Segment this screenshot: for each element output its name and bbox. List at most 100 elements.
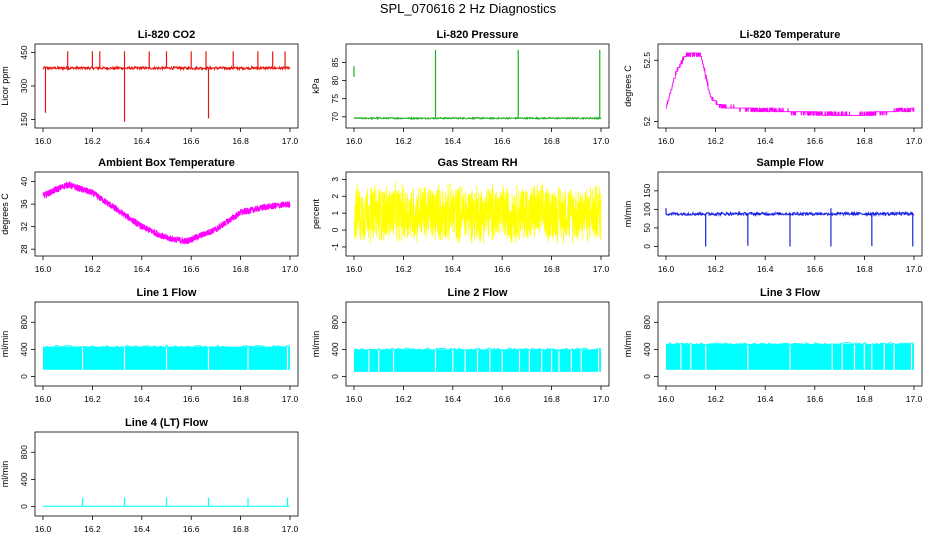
y-tick-label: 0: [19, 504, 29, 509]
x-tick-label: 16.4: [757, 136, 774, 146]
y-tick-label: 400: [642, 342, 652, 356]
x-tick-label: 16.8: [232, 136, 249, 146]
x-tick-label: 16.6: [494, 136, 511, 146]
x-tick-label: 16.0: [35, 136, 52, 146]
flow-top-edge: [353, 347, 602, 352]
y-tick-label: 100: [642, 202, 652, 216]
x-tick-label: 16.2: [84, 524, 101, 534]
x-tick-label: 16.6: [807, 264, 824, 274]
x-tick-label: 16.2: [707, 394, 724, 404]
y-tick-label: 40: [19, 177, 29, 187]
y-tick-label: 800: [642, 315, 652, 329]
series-temp: [666, 52, 915, 116]
y-axis-label: degrees C: [0, 193, 10, 235]
y-tick-label: 800: [330, 315, 340, 329]
x-tick-label: 16.4: [757, 394, 774, 404]
ambient-trace: [42, 181, 291, 245]
x-tick-label: 16.4: [134, 524, 151, 534]
rh-trace: [353, 181, 602, 245]
y-tick-label: 450: [19, 45, 29, 59]
panel-title: Li-820 Temperature: [740, 29, 841, 41]
y-tick-label: 0: [19, 374, 29, 379]
series-rh: [353, 181, 602, 245]
x-tick-label: 16.8: [856, 264, 873, 274]
y-tick-label: 75: [330, 94, 340, 104]
flow-top-edge: [42, 344, 291, 349]
x-tick-label: 16.0: [346, 264, 363, 274]
x-tick-label: 16.2: [84, 136, 101, 146]
panel-rh: Gas Stream RH percent -1 0 1 2 3 16.0 16.2 16.4 16…: [311, 157, 610, 274]
series-sample: [665, 208, 915, 247]
figure-title: SPL_070616 2 Hz Diagnostics: [379, 1, 557, 16]
x-tick-label: 16.6: [807, 394, 824, 404]
x-tick-label: 17.0: [906, 264, 923, 274]
temp-trace: [666, 52, 915, 116]
x-tick-label: 16.0: [658, 264, 675, 274]
panel-title: Line 1 Flow: [137, 287, 197, 299]
plot-frame: [34, 171, 299, 257]
panel-line2: Line 2 Flow ml/min 0 400 800 16.0 16.2 16.4 16.6…: [311, 287, 610, 404]
x-tick-label: 16.2: [395, 136, 412, 146]
x-tick-label: 16.2: [395, 264, 412, 274]
x-tick-label: 16.6: [183, 524, 200, 534]
plot-frame: [657, 43, 923, 129]
y-tick-label: 800: [19, 445, 29, 459]
y-tick-label: 70: [330, 112, 340, 122]
x-tick-label: 16.8: [543, 394, 560, 404]
x-tick-label: 17.0: [593, 394, 610, 404]
plot-frame: [34, 301, 299, 387]
y-tick-label: -1: [330, 243, 340, 251]
plot-frame: [657, 301, 923, 387]
x-tick-label: 16.4: [445, 264, 462, 274]
x-tick-label: 16.8: [543, 136, 560, 146]
panel-ambient: Ambient Box Temperature degrees C 28 32 36 40…: [0, 157, 299, 274]
y-tick-label: 800: [19, 315, 29, 329]
y-tick-label: 0: [330, 374, 340, 379]
y-tick-label: 1: [330, 211, 340, 216]
series-line2: [353, 347, 602, 372]
series-pressure: [353, 49, 602, 121]
y-tick-label: 300: [19, 79, 29, 93]
panel-title: Line 2 Flow: [448, 287, 508, 299]
series-line1: [42, 344, 291, 370]
panel-title: Line 4 (LT) Flow: [125, 417, 208, 429]
x-tick-label: 17.0: [282, 264, 299, 274]
y-axis-label: ml/min: [0, 331, 10, 358]
x-tick-label: 16.4: [134, 264, 151, 274]
x-tick-label: 16.4: [134, 394, 151, 404]
x-tick-label: 16.0: [346, 394, 363, 404]
y-tick-label: 50: [642, 223, 652, 233]
panel-title: Gas Stream RH: [437, 157, 517, 169]
y-tick-label: 400: [19, 342, 29, 356]
panel-title: Ambient Box Temperature: [98, 157, 235, 169]
pressure-trace: [353, 115, 602, 121]
y-axis-label: ml/min: [311, 331, 321, 358]
x-tick-label: 16.6: [183, 394, 200, 404]
x-tick-label: 16.8: [232, 394, 249, 404]
x-tick-label: 16.8: [232, 524, 249, 534]
x-tick-label: 16.4: [445, 136, 462, 146]
y-axis-label: percent: [311, 198, 321, 229]
y-axis-label: kPa: [311, 78, 321, 94]
x-tick-label: 16.4: [134, 136, 151, 146]
y-tick-label: 150: [642, 183, 652, 197]
y-tick-label: 0: [642, 374, 652, 379]
x-tick-label: 16.2: [707, 264, 724, 274]
panel-line4: Line 4 (LT) Flow ml/min 0 400 800 16.0 16.2 16.…: [0, 417, 299, 534]
flow-top-edge: [666, 342, 915, 346]
x-tick-label: 16.0: [35, 394, 52, 404]
x-tick-label: 16.2: [84, 264, 101, 274]
y-tick-label: 80: [330, 76, 340, 86]
x-tick-label: 16.6: [494, 264, 511, 274]
panel-line1: Line 1 Flow ml/min 0 400 800 16.0 16.2 16.4 16.6…: [0, 287, 299, 404]
y-tick-label: 32: [19, 222, 29, 232]
x-tick-label: 17.0: [906, 136, 923, 146]
plot-frame: [345, 171, 610, 257]
panel-title: Li-820 Pressure: [437, 29, 519, 41]
y-tick-label: 150: [19, 112, 29, 126]
plot-frame: [34, 431, 299, 517]
y-tick-label: 85: [330, 57, 340, 67]
panel-co2: Li-820 CO2 Licor ppm 150 300 450 16.0 16.2 16.4…: [0, 29, 299, 146]
panel-title: Li-820 CO2: [138, 29, 195, 41]
